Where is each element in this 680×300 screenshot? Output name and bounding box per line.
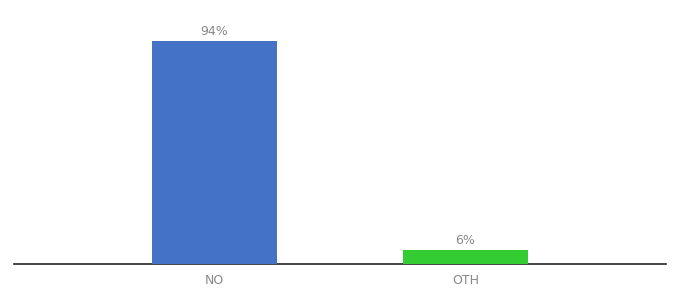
Bar [152,41,277,264]
Bar [403,250,528,264]
Text: 6%: 6% [456,234,475,247]
Text: 94%: 94% [201,25,228,38]
